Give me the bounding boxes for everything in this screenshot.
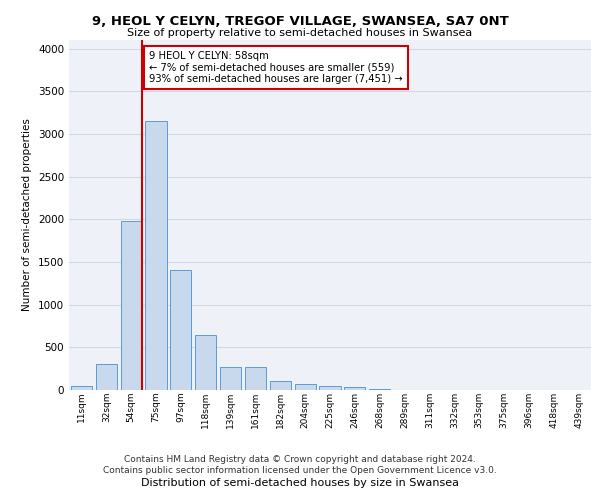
Bar — [96, 364, 117, 390]
Y-axis label: Number of semi-detached properties: Number of semi-detached properties — [22, 118, 32, 312]
Text: 9 HEOL Y CELYN: 58sqm
← 7% of semi-detached houses are smaller (559)
93% of semi: 9 HEOL Y CELYN: 58sqm ← 7% of semi-detac… — [149, 50, 403, 84]
Bar — [71, 386, 92, 390]
Bar — [170, 270, 191, 390]
Bar — [121, 221, 142, 390]
Bar — [344, 388, 365, 390]
Bar — [145, 121, 167, 390]
Text: 9, HEOL Y CELYN, TREGOF VILLAGE, SWANSEA, SA7 0NT: 9, HEOL Y CELYN, TREGOF VILLAGE, SWANSEA… — [92, 15, 508, 28]
Bar — [245, 367, 266, 390]
Bar — [319, 386, 341, 390]
Bar — [270, 380, 291, 390]
Bar — [369, 388, 390, 390]
Bar — [220, 367, 241, 390]
Text: Contains HM Land Registry data © Crown copyright and database right 2024.: Contains HM Land Registry data © Crown c… — [124, 455, 476, 464]
Text: Contains public sector information licensed under the Open Government Licence v3: Contains public sector information licen… — [103, 466, 497, 475]
Bar — [195, 334, 216, 390]
Text: Size of property relative to semi-detached houses in Swansea: Size of property relative to semi-detach… — [127, 28, 473, 38]
Text: Distribution of semi-detached houses by size in Swansea: Distribution of semi-detached houses by … — [141, 478, 459, 488]
Bar — [295, 384, 316, 390]
